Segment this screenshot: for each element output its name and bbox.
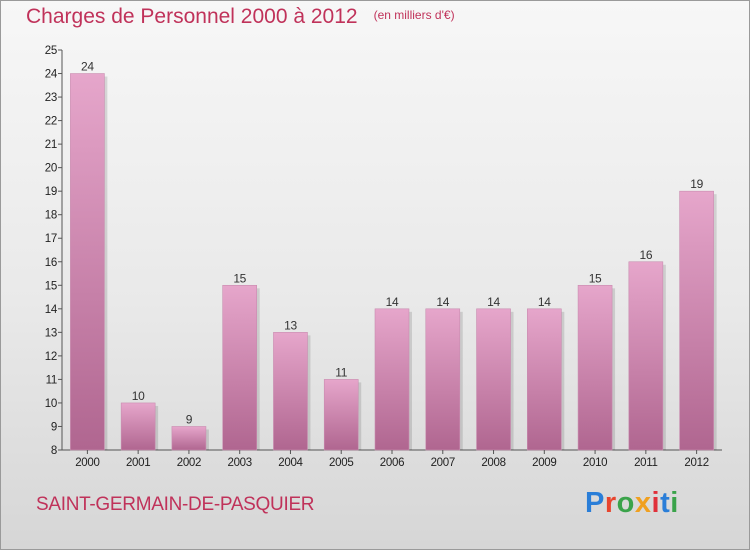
y-tick-label: 14	[45, 304, 58, 316]
logo-letter: P	[585, 487, 605, 519]
y-tick-label: 10	[45, 398, 57, 410]
y-tick-label: 15	[45, 280, 57, 292]
unit-subtitle: (en milliers d'€)	[373, 8, 455, 22]
x-tick-label: 2002	[177, 457, 201, 469]
x-tick-label: 2000	[75, 457, 99, 469]
bar	[120, 402, 156, 451]
y-tick-label: 16	[45, 257, 57, 269]
x-tick-label: 2003	[227, 457, 251, 469]
proxiti-logo[interactable]: Proxiti	[585, 487, 679, 520]
title-text: Charges de Personnel 2000 à 2012	[26, 5, 358, 28]
bar	[323, 379, 359, 451]
bar	[374, 308, 410, 451]
y-tick-label: 23	[45, 92, 57, 104]
y-tick-label: 24	[45, 69, 58, 81]
y-tick-label: 13	[45, 327, 57, 339]
place-name: SAINT-GERMAIN-DE-PASQUIER	[36, 494, 315, 515]
y-tick-label: 25	[45, 45, 57, 57]
bar	[70, 73, 105, 451]
y-tick-label: 8	[51, 445, 57, 457]
x-tick-label: 2010	[583, 457, 607, 469]
x-tick-label: 2012	[684, 457, 708, 469]
bar-value-label: 19	[690, 177, 703, 191]
bar-value-label: 10	[132, 389, 145, 403]
bar-value-label: 9	[186, 412, 193, 426]
y-tick-label: 17	[45, 233, 57, 245]
bar-value-label: 24	[81, 60, 94, 74]
bar	[425, 308, 461, 451]
logo-letter: t	[660, 487, 671, 519]
x-tick-label: 2004	[278, 457, 303, 469]
bar	[222, 284, 257, 451]
y-tick-label: 20	[45, 163, 57, 175]
bar-value-label: 15	[233, 271, 246, 285]
x-tick-label: 2007	[431, 457, 455, 469]
bar-value-label: 16	[639, 248, 652, 262]
y-tick-label: 12	[45, 351, 57, 363]
logo-letter: o	[616, 487, 635, 519]
y-tick-label: 18	[45, 210, 57, 222]
bar	[527, 308, 562, 451]
bar-value-label: 13	[284, 318, 297, 332]
bar	[171, 426, 207, 451]
bar	[628, 261, 664, 451]
y-tick-label: 22	[45, 116, 57, 128]
bar-value-label: 14	[487, 295, 500, 309]
x-tick-label: 2009	[532, 457, 556, 469]
x-tick-label: 2008	[481, 457, 505, 469]
bar-value-label: 15	[589, 271, 602, 285]
y-tick-label: 19	[45, 186, 57, 198]
bar	[476, 308, 511, 451]
bar	[577, 284, 613, 451]
x-tick-label: 2006	[380, 457, 404, 469]
chart-title: Charges de Personnel 2000 à 2012 (en mill…	[26, 5, 455, 29]
logo-letter: r	[604, 487, 617, 519]
logo-letter: i	[670, 487, 679, 519]
bar	[679, 190, 714, 451]
bar	[273, 332, 308, 451]
x-tick-label: 2011	[634, 457, 658, 469]
plot-area: 8 9 10 11 12 13 14 15 16 17 18 19 20 21 22 23 24 25 24 2000…	[45, 45, 722, 469]
y-tick-label: 21	[45, 139, 57, 151]
y-tick-label: 11	[46, 374, 57, 386]
x-tick-label: 2001	[126, 457, 150, 469]
logo-letter: x	[634, 487, 652, 519]
logo-letter: i	[651, 487, 661, 519]
bar-value-label: 11	[335, 365, 347, 379]
bar-value-label: 14	[436, 295, 449, 309]
y-tick-label: 9	[51, 421, 57, 433]
x-tick-label: 2005	[329, 457, 353, 469]
bar-value-label: 14	[386, 295, 399, 309]
bar-value-label: 14	[538, 295, 551, 309]
